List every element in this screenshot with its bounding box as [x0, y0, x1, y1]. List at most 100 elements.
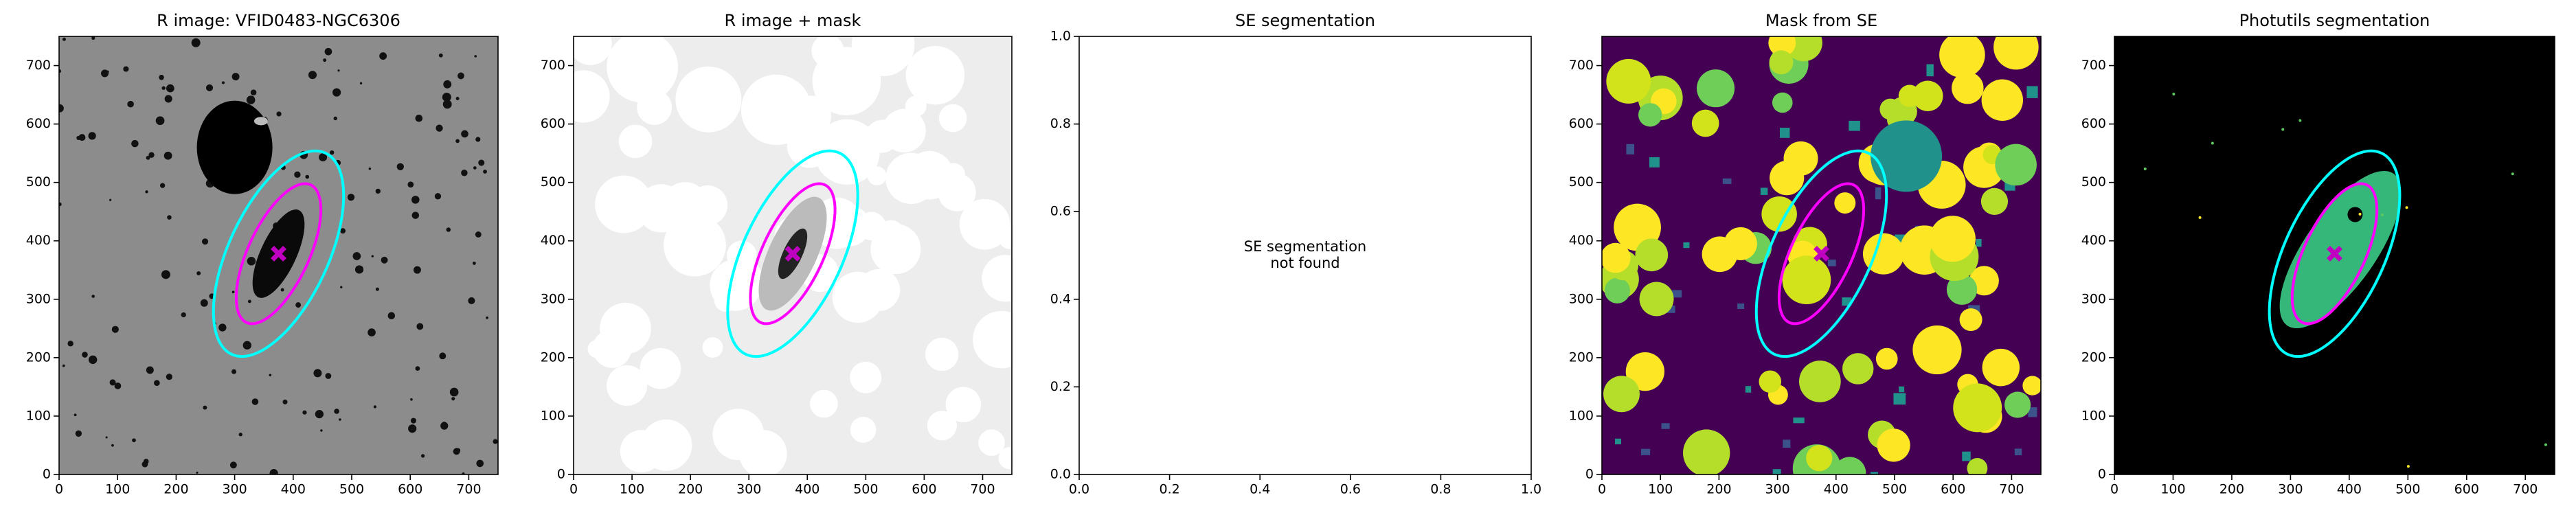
star — [332, 88, 341, 97]
y-tick-label: 0 — [557, 467, 565, 482]
star — [413, 266, 421, 274]
x-tick-label: 500 — [853, 482, 878, 497]
star — [446, 227, 451, 232]
star — [146, 366, 154, 374]
star — [231, 73, 240, 81]
star — [324, 47, 332, 56]
x-tick-label: 600 — [912, 482, 936, 497]
x-tick-label: 500 — [2395, 482, 2420, 497]
ellipse — [2268, 149, 2402, 358]
mask-blob — [574, 70, 610, 123]
star — [142, 461, 148, 468]
star — [111, 325, 119, 333]
mask-blob — [978, 429, 1005, 456]
mask-square — [1772, 469, 1781, 474]
mask-circle — [1783, 141, 1818, 176]
star — [457, 72, 464, 80]
x-tick-label: 300 — [2278, 482, 2303, 497]
x-tick-label: 500 — [1882, 482, 1907, 497]
mask-circle — [1768, 36, 1796, 57]
star — [191, 38, 201, 47]
x-tick-label: 300 — [222, 482, 247, 497]
plot-area — [1602, 36, 2041, 474]
mask-blob — [640, 419, 692, 471]
ellipse — [726, 149, 859, 358]
star — [250, 89, 257, 95]
mask-circle — [1842, 353, 1874, 385]
star — [221, 81, 225, 84]
mask-blob — [637, 89, 673, 125]
star — [340, 286, 343, 288]
mask-blob — [741, 74, 812, 146]
mask-square — [1875, 187, 1882, 200]
mask-square — [1926, 64, 1934, 77]
star — [91, 295, 95, 298]
axes-frame — [1078, 36, 1532, 475]
star — [276, 111, 282, 117]
star — [163, 151, 172, 160]
y-tick-label: 500 — [1569, 174, 1594, 190]
star — [231, 369, 237, 374]
mask-circle — [1981, 79, 2024, 121]
mask-circle — [1995, 144, 2037, 186]
y-tick-label: 600 — [26, 116, 51, 131]
star — [91, 36, 95, 41]
y-tick-label: 100 — [1569, 408, 1594, 423]
mask-square — [1962, 451, 1971, 461]
star — [82, 352, 88, 358]
mask-blob — [973, 310, 1012, 369]
star — [461, 130, 468, 138]
x-tick-label: 0 — [569, 482, 578, 497]
y-tick-label: 100 — [26, 408, 51, 423]
mask-blob — [595, 175, 653, 233]
star — [127, 100, 134, 108]
segment-speck — [2281, 128, 2285, 131]
star — [242, 341, 251, 350]
x-tick-label: 200 — [163, 482, 188, 497]
star — [251, 398, 259, 405]
star — [320, 429, 323, 432]
star — [415, 114, 423, 122]
mask-blob — [574, 36, 612, 65]
star — [62, 37, 66, 41]
ellipse — [1754, 149, 1888, 358]
mask-square — [1899, 386, 1905, 393]
segment-speck — [2405, 206, 2408, 209]
star — [155, 116, 165, 126]
star — [88, 355, 98, 365]
segment-speck — [2358, 212, 2362, 216]
mask-circle — [2022, 376, 2041, 396]
star — [154, 380, 160, 387]
axes-frame — [2114, 36, 2555, 475]
star — [473, 166, 477, 170]
star — [475, 137, 481, 142]
segment-speck — [2380, 214, 2384, 217]
mask-circle — [1759, 370, 1782, 393]
star — [379, 52, 387, 60]
star — [313, 369, 322, 378]
mask-circle — [1603, 376, 1640, 413]
x-tick-label: 600 — [398, 482, 422, 497]
segment-speck — [2198, 216, 2202, 219]
y-tick-label: 500 — [541, 174, 565, 190]
mask-square — [1849, 120, 1860, 131]
mask-circle — [1834, 192, 1856, 214]
mask-square — [1661, 423, 1670, 429]
mask-blob — [640, 347, 681, 389]
mask-blob — [607, 36, 678, 103]
x-tick-label: 400 — [795, 482, 820, 497]
segment-speck — [2143, 167, 2147, 170]
ellipse — [1777, 182, 1866, 325]
star — [396, 163, 404, 170]
y-tick-label: 100 — [541, 408, 565, 423]
segment-hole — [2347, 207, 2363, 222]
mask-blob — [885, 152, 937, 205]
panel: Photutils segmentation 0 100 200 300 400 500 60… — [2081, 11, 2555, 497]
mask-square — [2014, 448, 2022, 455]
mask-circle — [1602, 242, 1631, 273]
star — [282, 399, 288, 404]
panel: Mask from SE 0 100 200 300 400 500 600 700 0 100 20… — [1569, 11, 2042, 497]
mask-circle — [1761, 196, 1797, 232]
star — [455, 139, 460, 144]
star — [109, 379, 116, 386]
